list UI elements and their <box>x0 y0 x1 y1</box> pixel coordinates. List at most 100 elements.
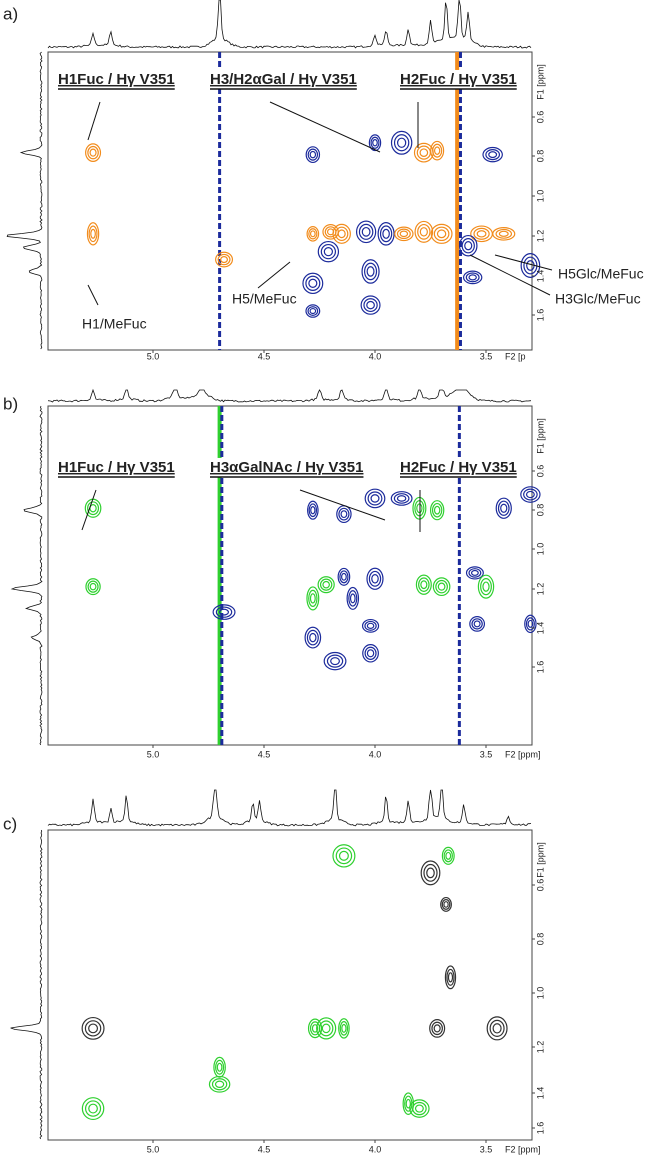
cross-peak <box>524 614 537 634</box>
cross-peak <box>318 1020 334 1037</box>
cross-peak <box>444 965 457 990</box>
cross-peak <box>309 593 316 604</box>
cross-peak <box>476 230 487 238</box>
cross-peak <box>433 1024 441 1033</box>
leader-line <box>269 101 381 153</box>
cross-peak <box>435 579 448 594</box>
cross-peak <box>341 572 347 581</box>
cross-peak <box>431 1021 443 1036</box>
cross-peak <box>339 1021 349 1036</box>
cross-peak <box>465 566 484 580</box>
cross-peak <box>90 228 96 239</box>
cross-peak <box>215 606 233 618</box>
annotation-bg <box>56 69 177 89</box>
cross-peak <box>372 139 378 147</box>
cross-peak <box>366 622 375 629</box>
cross-peak <box>85 578 101 596</box>
cross-peak <box>309 150 317 159</box>
cross-peak <box>366 567 384 590</box>
cross-peak <box>412 1101 427 1116</box>
cross-peak <box>338 507 350 521</box>
cross-peak <box>220 256 229 264</box>
cross-peak <box>420 580 428 590</box>
panel-label: b) <box>3 394 18 413</box>
cross-peak <box>217 253 231 266</box>
cross-peak <box>366 649 375 658</box>
leader-line <box>87 284 99 306</box>
leader-line <box>87 101 101 141</box>
cross-peak <box>390 130 413 155</box>
x-tick-label: 4.0 <box>369 351 382 361</box>
leader-line <box>469 254 551 296</box>
cross-peak <box>341 1023 347 1033</box>
cross-peak <box>216 1062 223 1072</box>
cross-peak <box>361 618 380 633</box>
cross-peak <box>309 230 316 238</box>
cross-peak <box>208 1075 231 1093</box>
x-tick-label: 4.5 <box>258 351 271 361</box>
annotation-bg <box>398 457 519 477</box>
cross-peak <box>87 145 99 160</box>
x-tick-label: 5.0 <box>147 1144 160 1154</box>
cross-peak <box>321 1023 331 1034</box>
cross-peak <box>440 896 452 912</box>
cross-peak <box>332 223 351 244</box>
cross-peak <box>443 849 453 863</box>
y-tick-label: 1.0 <box>535 987 545 1000</box>
cross-peak <box>486 1016 508 1041</box>
cross-peak <box>305 275 321 291</box>
cross-peak <box>441 899 451 910</box>
x-tick-label: 3.5 <box>480 749 493 759</box>
y-tick-label: 1.4 <box>535 270 545 283</box>
cross-peak <box>85 143 102 162</box>
annotation: H2Fuc / Hγ V351 <box>400 71 517 88</box>
cross-peak <box>364 620 377 631</box>
cross-peak <box>405 1098 411 1109</box>
leader-line <box>81 489 97 531</box>
cross-peak <box>361 259 380 284</box>
leader-line <box>257 261 291 289</box>
y-tick-label: 0.8 <box>535 150 545 163</box>
cross-peak <box>420 860 441 886</box>
cross-peak <box>523 256 538 275</box>
cross-peak <box>370 136 380 149</box>
cross-peak <box>348 590 358 607</box>
cross-peak <box>393 493 410 504</box>
plot-frame <box>47 405 533 746</box>
cross-peak <box>337 567 351 586</box>
y-axis-label: F1 [ppm] <box>535 842 545 878</box>
cross-peak <box>430 140 445 161</box>
cross-peak <box>461 237 475 254</box>
y-tick-label: 1.0 <box>535 190 545 203</box>
cross-peak <box>441 846 455 865</box>
cross-peak <box>349 593 356 604</box>
annotation: H1Fuc / Hγ V351 <box>58 459 175 476</box>
cross-peak <box>492 1023 502 1034</box>
cross-peak <box>419 148 429 157</box>
cross-peak <box>308 589 318 608</box>
cross-peak <box>364 488 386 509</box>
annotation: H5Glc/MeFuc <box>558 266 644 282</box>
y-tick-label: 1.6 <box>535 661 545 674</box>
cross-peak <box>477 574 495 599</box>
cross-peak <box>88 1023 99 1034</box>
cross-peak <box>307 1018 323 1039</box>
cross-peak <box>520 253 541 278</box>
annotation: H5/MeFuc <box>232 291 297 307</box>
cross-peak <box>360 295 381 315</box>
cross-peak <box>305 146 321 164</box>
y-tick-label: 1.4 <box>535 622 545 635</box>
cross-peak <box>470 569 479 576</box>
cross-peak <box>322 580 330 589</box>
cross-peak <box>323 247 334 257</box>
cross-peak <box>433 146 441 155</box>
cross-peak <box>86 222 100 246</box>
cross-peak <box>306 629 319 646</box>
panel: b) 5.0 4.5 4.0 3.5 F2 [ppm] 0.6 0.8 1.0 1.2 1.4 1.6… <box>3 388 545 759</box>
cross-peak <box>485 149 501 161</box>
cross-peak <box>525 490 535 499</box>
cross-peak <box>364 262 378 281</box>
x-axis-label: F2 [ppm] <box>505 1144 541 1154</box>
plot-frame <box>47 829 533 1141</box>
